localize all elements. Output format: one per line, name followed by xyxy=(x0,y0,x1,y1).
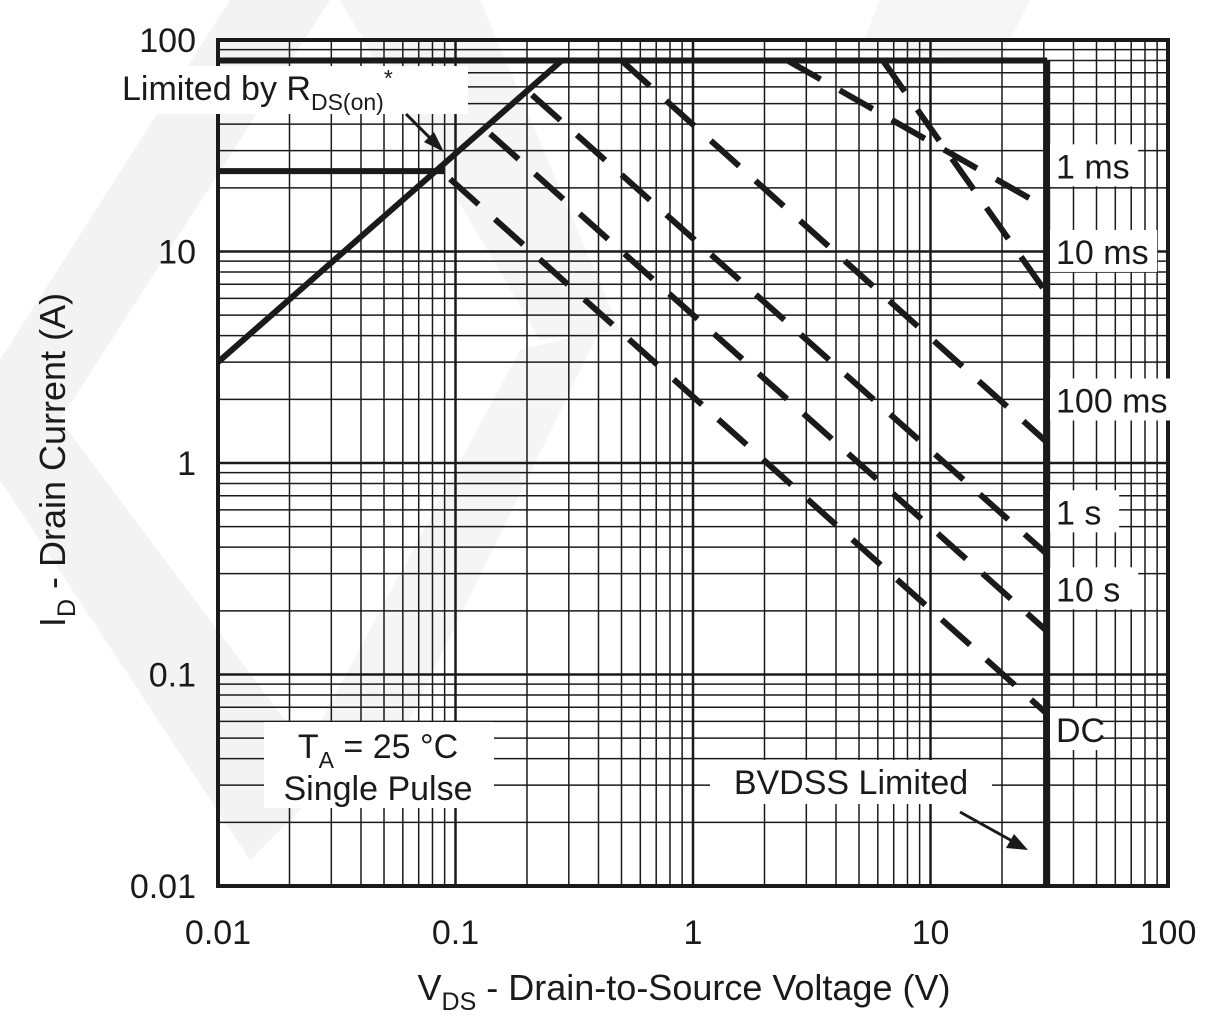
rds-arrow-line xyxy=(404,112,434,142)
xlabel-sub: DS xyxy=(442,988,477,1016)
series-labels: 1 ms 10 ms 100 ms 1 s 10 s DC xyxy=(1050,144,1177,751)
bvdss-arrow-head xyxy=(1006,834,1028,850)
series-label-bg xyxy=(1050,567,1139,610)
ta-label-main: T xyxy=(298,728,319,766)
y-tick-label: 10 xyxy=(158,234,196,272)
series-label-10-ms: 10 ms xyxy=(1056,234,1149,272)
x-tick-label: 1 xyxy=(684,914,703,952)
plot-curves xyxy=(216,57,1051,886)
y-tick-label: 100 xyxy=(139,22,196,60)
x-tick-label: 10 xyxy=(912,914,950,952)
y-tick-label: 0.1 xyxy=(149,657,196,695)
plot-frame xyxy=(216,38,1170,888)
xlabel-main: V xyxy=(418,967,442,1008)
rds-limit-line xyxy=(216,58,564,365)
svg-text:TA = 25 °C: TA = 25 °C xyxy=(298,728,458,773)
single-pulse-label: Single Pulse xyxy=(283,770,472,808)
series-label-100-ms: 100 ms xyxy=(1056,383,1168,421)
rds-arrow-head xyxy=(424,132,444,152)
series-line-10-ms xyxy=(880,58,1050,296)
svg-text:Limited by RDS(on)*: Limited by RDS(on)* xyxy=(122,65,393,115)
x-tick-label: 0.1 xyxy=(432,914,479,952)
series-label-1-s: 1 s xyxy=(1056,494,1101,532)
x-axis-title: VDS - Drain-to-Source Voltage (V) xyxy=(418,967,951,1016)
rds-label-sub: DS(on) xyxy=(311,89,384,115)
background-watermark xyxy=(0,0,330,860)
series-line-1-s xyxy=(530,92,1050,557)
y-axis-title: ID - Drain Current (A) xyxy=(32,293,81,627)
ylabel-sub: D xyxy=(53,599,81,617)
x-tick-label: 100 xyxy=(1140,914,1197,952)
series-label-DC: DC xyxy=(1056,712,1105,750)
series-line-1-ms xyxy=(786,57,1049,211)
bvdss-label: BVDSS Limited xyxy=(734,764,968,802)
ta-label-sub: A xyxy=(319,747,335,773)
bvdss-arrow-line xyxy=(959,810,1015,844)
series-label-bg xyxy=(1050,144,1139,187)
series-label-bg xyxy=(1050,229,1158,272)
y-tick-label: 1 xyxy=(177,445,196,483)
plot-grid xyxy=(216,38,1170,888)
rds-label-main: Limited by R xyxy=(122,70,311,108)
tick-labels: 0.01 0.1 1 10 100 100 10 1 0.1 0.01 xyxy=(130,22,1197,952)
ta-label-rest: = 25 °C xyxy=(334,728,458,766)
x-tick-label: 0.01 xyxy=(185,914,251,952)
xlabel-rest: - Drain-to-Source Voltage (V) xyxy=(476,967,950,1008)
rds-limit-annotation: Limited by RDS(on)* xyxy=(116,65,468,152)
series-label-bg xyxy=(1050,490,1120,533)
ylabel-main: I xyxy=(32,617,73,627)
series-label-1-ms: 1 ms xyxy=(1056,148,1130,186)
series-label-bg xyxy=(1050,708,1101,751)
rds-label-sup: * xyxy=(384,65,393,91)
conditions-annotation: TA = 25 °C Single Pulse xyxy=(264,722,494,808)
series-line-100-ms xyxy=(619,58,1050,445)
bvdss-annotation: BVDSS Limited xyxy=(710,760,1028,850)
series-label-10-s: 10 s xyxy=(1056,571,1120,609)
series-line-10-s xyxy=(488,131,1050,634)
series-label-bg xyxy=(1050,378,1177,421)
y-tick-label: 0.01 xyxy=(130,868,196,906)
series-line-DC xyxy=(448,176,1050,717)
ylabel-rest: - Drain Current (A) xyxy=(32,293,73,599)
